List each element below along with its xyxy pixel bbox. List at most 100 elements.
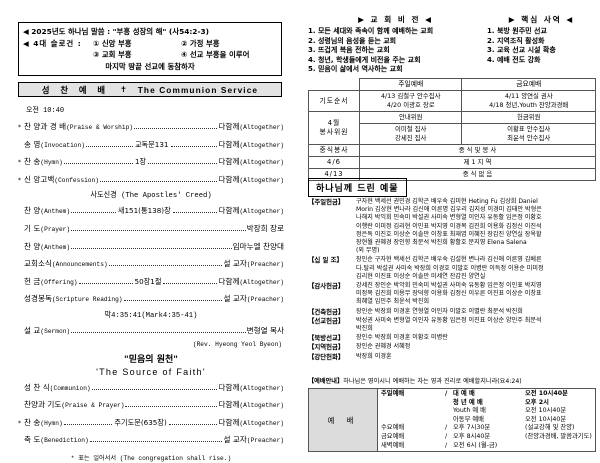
table-row: 예 배 주일예배 / 대 예 배 오전 10시40분 청 년 예 배 오후 2시: [308, 387, 596, 453]
service-time: 오후 8시40분: [453, 432, 491, 440]
order-item-name: 찬 송(Hymn): [24, 157, 63, 167]
offering-names: 강세진 장인순 박악회 민숙미 박설권 사미숙 유동황 임은정 이인표 박지영 …: [356, 282, 596, 307]
order-item-assignee: 다함께(Altogether): [218, 400, 284, 410]
usher-header: 안내위원: [358, 111, 463, 124]
leader-dots: [85, 145, 133, 147]
offering-name-line: 이행란 이미정 김리현 이민표 박지영 이경복 김진희 이용화 김정신 이진석: [356, 222, 542, 230]
service-name: 주일예배: [381, 390, 405, 397]
offering-name-line: 박장희 이경훈: [356, 352, 392, 360]
order-item-name: 성 찬 식(Communion): [24, 382, 91, 392]
order-item: 성 찬 식(Communion) 다함께(Altogether): [18, 383, 284, 394]
motto-closing-line: 마지막 땅끝 선교에 동참하자: [105, 61, 195, 71]
worship-times-table: 예 배 주일예배 / 대 예 배 오전 10시40분 청 년 예 배 오후 2시: [308, 387, 596, 453]
offering-group: 【십 일 조】 장인순 구자현 백세선 김학곤 배우숙 김설현 변나라 김신애 …: [308, 256, 596, 281]
duty-schedule-table: 주일예배 금요예배 기도순서 4/13 김철구 안수집사 4/20 이광호 장로…: [308, 78, 596, 181]
col-header-friday: 금요예배: [461, 78, 596, 91]
vision-item: 1. 모든 세대와 족속이 함께 예배하는 교회: [308, 27, 434, 35]
offering-names: 장인순 권혜경 서혜정: [356, 343, 596, 351]
slogan-row-1: ◀ 4대 슬로건 : ① 신앙 부흥 ② 가정 부흥: [23, 38, 277, 50]
annual-motto-box: ◀ 2025년도 하나님 말씀 : "부흥 성장의 해" (사54:2-3) ◀…: [18, 22, 282, 76]
leader-dots: [71, 212, 116, 214]
core-item: 1. 북방 원주민 선교: [487, 27, 547, 35]
leader-dots: [172, 212, 218, 214]
scripture-reference: 막4:35:41(Mark4:35-41): [104, 311, 198, 320]
service-note: (찬양과경배, 말씀과기도): [525, 432, 592, 440]
leader-dots: [134, 128, 218, 129]
service-time: 오전 10시40분: [525, 407, 567, 415]
order-item: 축 도(Benediction) 설 교자(Preacher): [18, 435, 284, 446]
separator: [445, 399, 453, 408]
worship-time-row: 주일예배 / 대 예 배 오전 10시40분: [381, 390, 592, 399]
separator: [445, 407, 453, 416]
leader-dots: [71, 331, 246, 333]
offering-names: 장인수 박장희 이경훈 이황호 미병란: [356, 334, 596, 342]
order-item-assignee: 다함께(Altogether): [218, 122, 284, 131]
service-subname: 대 예 배: [453, 390, 475, 397]
offering-tag: 【건축헌금】: [308, 307, 345, 316]
offering-name-line: 박성권 사미숙 변형열 이인자 유동황 임은정 이진표 이상순 양민주 최문석: [356, 316, 542, 324]
offering-name-line: 장인순 박장희 이경훈 연형열 이인자 이말호 이별란 최문석 박진희: [356, 307, 523, 315]
lunch-header: 중 식 및 봉 사: [359, 144, 596, 157]
service-time: 오전 10시40분: [525, 390, 568, 397]
left-column: ◀ 2025년도 하나님 말씀 : "부흥 성장의 해" (사54:2-3) ◀…: [18, 22, 284, 462]
service-name: 수요예배: [381, 424, 405, 432]
order-item-name: 기 도(Prayer): [24, 223, 71, 233]
volunteer-month: 4월: [327, 119, 341, 127]
order-item-assignee: 설 교자(Preacher): [223, 259, 284, 269]
leader-dots: [148, 163, 218, 165]
sermon-title-english: 'The Source of Faith': [96, 366, 206, 377]
usher-name-1: 이미철 집사: [395, 125, 427, 133]
standing-star: *: [18, 176, 21, 184]
church-vision-heading: ▶ 교 회 비 전 ◀: [358, 15, 433, 24]
order-item: 송 영(Invocation) 교독문131 다함께(Altogether): [18, 140, 284, 151]
service-name: [381, 399, 445, 408]
offering-group: 【지역헌금】 장인순 권혜경 서혜정: [308, 343, 596, 351]
lunch-assignment: 제 1 지 역: [359, 156, 596, 169]
usher-name-2: 강세진 집사: [395, 134, 427, 142]
vision-item: 3. 뜨겁게 복음 전하는 교회: [308, 46, 390, 55]
service-subname: 청 년 예 배: [453, 398, 483, 406]
order-item: 교회소식(Announcements) 설 교자(Preacher): [18, 259, 284, 270]
lunch-date: 4/6: [308, 156, 360, 169]
prayer-friday-1: 4/11 양연실 권사: [504, 92, 553, 100]
standing-star: *: [18, 124, 21, 131]
offering-name-line: 장인순 권혜경 서혜정: [356, 343, 411, 351]
vision-item: 5. 믿음이 삶에서 역사하는 교회: [308, 65, 403, 74]
standing-footnote: * 표는 일어서서 (The congregation shall rise.): [70, 454, 232, 462]
leader-dots: [71, 247, 232, 249]
usher-names-cell: 이미철 집사 강세진 집사: [358, 123, 463, 145]
order-item-name: 헌 금(Offering): [24, 276, 78, 286]
service-name: 새벽예배: [381, 441, 405, 449]
offering-name-1: 이황표 안수집사: [507, 125, 551, 133]
offering-name-line: 김리현 이진표 이상순 이솔만 미세연 잔갑진 양연실: [356, 272, 486, 280]
right-column: ▶ 교 회 비 전 ◀ 1. 모든 세대와 족속이 함께 예배하는 교회 2. …: [300, 0, 600, 463]
offering-tag: 【선교헌금】: [308, 316, 345, 325]
worship-times-cell: 주일예배 / 대 예 배 오전 10시40분 청 년 예 배 오후 2시: [377, 387, 596, 453]
core-item: 4. 예배 전도 강화: [487, 55, 541, 64]
order-item: 성경봉독(Scripture Reading) 설 교자(Preacher): [18, 294, 284, 305]
slogan-label: ◀ 4대 슬로건 :: [23, 38, 82, 48]
order-item-detail: 새151(통138)장: [117, 206, 171, 216]
order-item: 찬 양(Anthem) 임마누엘 찬양대: [18, 242, 284, 253]
offering-name-line: 강세진 장인순 박악회 민숙미 박설권 사미숙 유동황 임은정 이인표 박지영: [356, 282, 542, 290]
core-ministry-heading: ▶ 핵심 사역 ◀: [508, 15, 575, 24]
worship-time-row: 수요예배 / 오후 7시30분 (설교강해 및 찬양): [381, 424, 592, 433]
service-name: [381, 407, 445, 416]
vision-item: 2. 성령님의 음성을 듣는 교회: [308, 36, 397, 45]
order-item-assignee: 다함께(Altogether): [218, 139, 285, 149]
slogan-spacer: [23, 49, 93, 61]
col-header-sunday: 주일예배: [358, 78, 463, 91]
offering-names: 박장희 이경훈: [356, 353, 596, 361]
church-vision-block: ▶ 교 회 비 전 ◀ 1. 모든 세대와 족속이 함께 예배하는 교회 2. …: [308, 14, 483, 75]
prayer-sunday-1: 4/13 김철구 안수집사: [380, 92, 441, 100]
order-item: 찬양과 기도(Praise & Prayer) 다함께(Altogether): [18, 400, 284, 411]
worship-guide-notice: 【예배안내】하나님은 영이시니 예배하는 자는 영과 진리로 예배할지니라(요4…: [308, 376, 522, 385]
order-item-assignee: 다함께(Altogether): [218, 174, 284, 184]
leader-dots: [163, 282, 218, 284]
sermon-row: 설 교(Sermon) 변형열 목사: [18, 326, 284, 337]
offering-group: 【북방선교】 장인수 박장희 이경훈 이황호 미병란: [308, 334, 596, 342]
offering-name-line: 장인순 구자현 백세선 김학곤 배우숙 김설현 변나라 김신애 이른영 김베른: [356, 256, 542, 264]
order-item-assignee: 설 교자(Preacher): [223, 435, 284, 445]
offering-names-cell: 이황표 안수집사 최윤석 안수집사: [461, 123, 596, 145]
service-time: 오전 10시40분: [525, 415, 567, 423]
